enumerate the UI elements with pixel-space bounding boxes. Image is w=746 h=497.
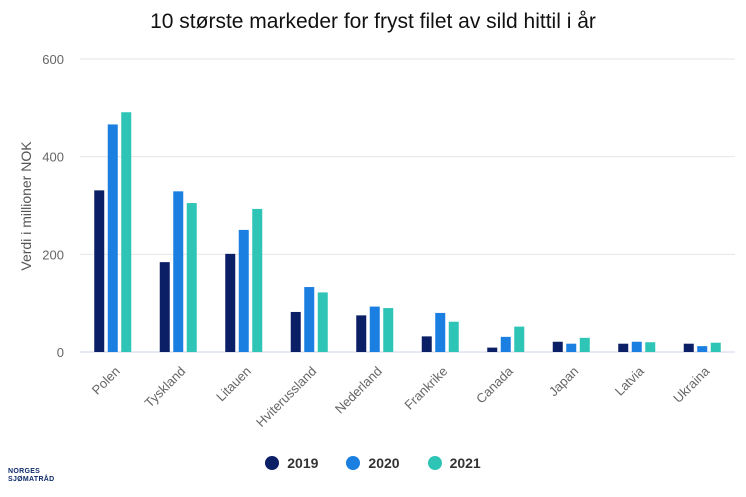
y-tick-label: 200	[42, 247, 64, 262]
bar-2021-canada[interactable]	[514, 326, 525, 352]
legend-item-2021[interactable]: 2021	[427, 455, 481, 471]
x-tick-label: Japan	[546, 364, 582, 400]
x-tick-label: Litauen	[213, 364, 254, 405]
x-tick-label: Tyskland	[141, 364, 188, 411]
bar-2020-polen[interactable]	[107, 124, 118, 352]
legend-label: 2021	[449, 455, 481, 471]
bar-2021-polen[interactable]	[121, 112, 132, 352]
bar-2020-latvia[interactable]	[631, 341, 642, 352]
brand-logo: NORGES SJØMATRÅD	[8, 468, 55, 484]
chart-title: 10 største markeder for fryst filet av s…	[150, 10, 596, 33]
brand-logo-line1: NORGES	[8, 468, 41, 475]
bar-2021-hviterussland[interactable]	[317, 292, 328, 352]
bar-2019-litauen[interactable]	[225, 253, 236, 352]
bar-2021-ukraina[interactable]	[710, 342, 721, 352]
bar-2020-japan[interactable]	[566, 343, 577, 352]
bar-2021-nederland[interactable]	[383, 308, 394, 352]
x-tick-label: Latvia	[612, 363, 648, 399]
bars	[94, 112, 721, 352]
bar-2020-canada[interactable]	[500, 336, 511, 352]
legend-marker	[427, 456, 442, 470]
legend-marker	[346, 456, 361, 470]
bar-2021-litauen[interactable]	[252, 208, 263, 352]
legend-item-2019[interactable]: 2019	[265, 455, 318, 471]
bar-2020-frankrike[interactable]	[435, 312, 446, 352]
x-tick-label: Canada	[473, 363, 516, 406]
bar-2019-japan[interactable]	[552, 341, 563, 352]
legend-label: 2019	[287, 455, 319, 471]
y-axis-ticks: 0 200 400 600	[42, 52, 64, 360]
legend-marker	[265, 456, 280, 470]
bar-2020-ukraina[interactable]	[697, 346, 708, 352]
y-tick-label: 400	[42, 150, 64, 165]
bar-2020-hviterussland[interactable]	[304, 287, 315, 352]
bar-2020-tyskland[interactable]	[173, 191, 184, 352]
bar-2020-litauen[interactable]	[238, 229, 249, 352]
y-tick-label: 600	[42, 52, 64, 67]
x-tick-label: Polen	[89, 364, 123, 398]
bar-2019-tyskland[interactable]	[159, 262, 170, 352]
bar-2019-nederland[interactable]	[356, 315, 367, 352]
bar-2019-hviterussland[interactable]	[290, 311, 301, 352]
x-tick-label: Ukraina	[670, 363, 713, 406]
brand-logo-line2: SJØMATRÅD	[8, 476, 55, 483]
bar-2021-tyskland[interactable]	[186, 203, 197, 352]
x-tick-label: Nederland	[332, 364, 385, 417]
bar-2021-frankrike[interactable]	[448, 321, 459, 352]
x-tick-label: Hviterussland	[253, 364, 319, 430]
bar-2019-canada[interactable]	[487, 347, 498, 352]
legend-item-2020[interactable]: 2020	[346, 455, 400, 471]
bar-2020-nederland[interactable]	[369, 306, 380, 352]
x-tick-label: Frankrike	[401, 364, 450, 413]
bar-2021-japan[interactable]	[579, 337, 590, 352]
bar-2019-latvia[interactable]	[618, 343, 629, 352]
y-tick-label: 0	[57, 345, 64, 360]
legend: 2019 2020 2021	[0, 455, 746, 471]
bar-2019-polen[interactable]	[94, 190, 105, 352]
legend-label: 2020	[368, 455, 400, 471]
bar-2021-latvia[interactable]	[645, 342, 656, 352]
y-axis-label: Verdi i millioner NOK	[18, 141, 34, 271]
bar-2019-ukraina[interactable]	[683, 343, 694, 352]
bar-2019-frankrike[interactable]	[421, 336, 432, 352]
x-axis-ticks: Polen Tyskland Litauen Hviterussland Nederla…	[89, 363, 713, 430]
